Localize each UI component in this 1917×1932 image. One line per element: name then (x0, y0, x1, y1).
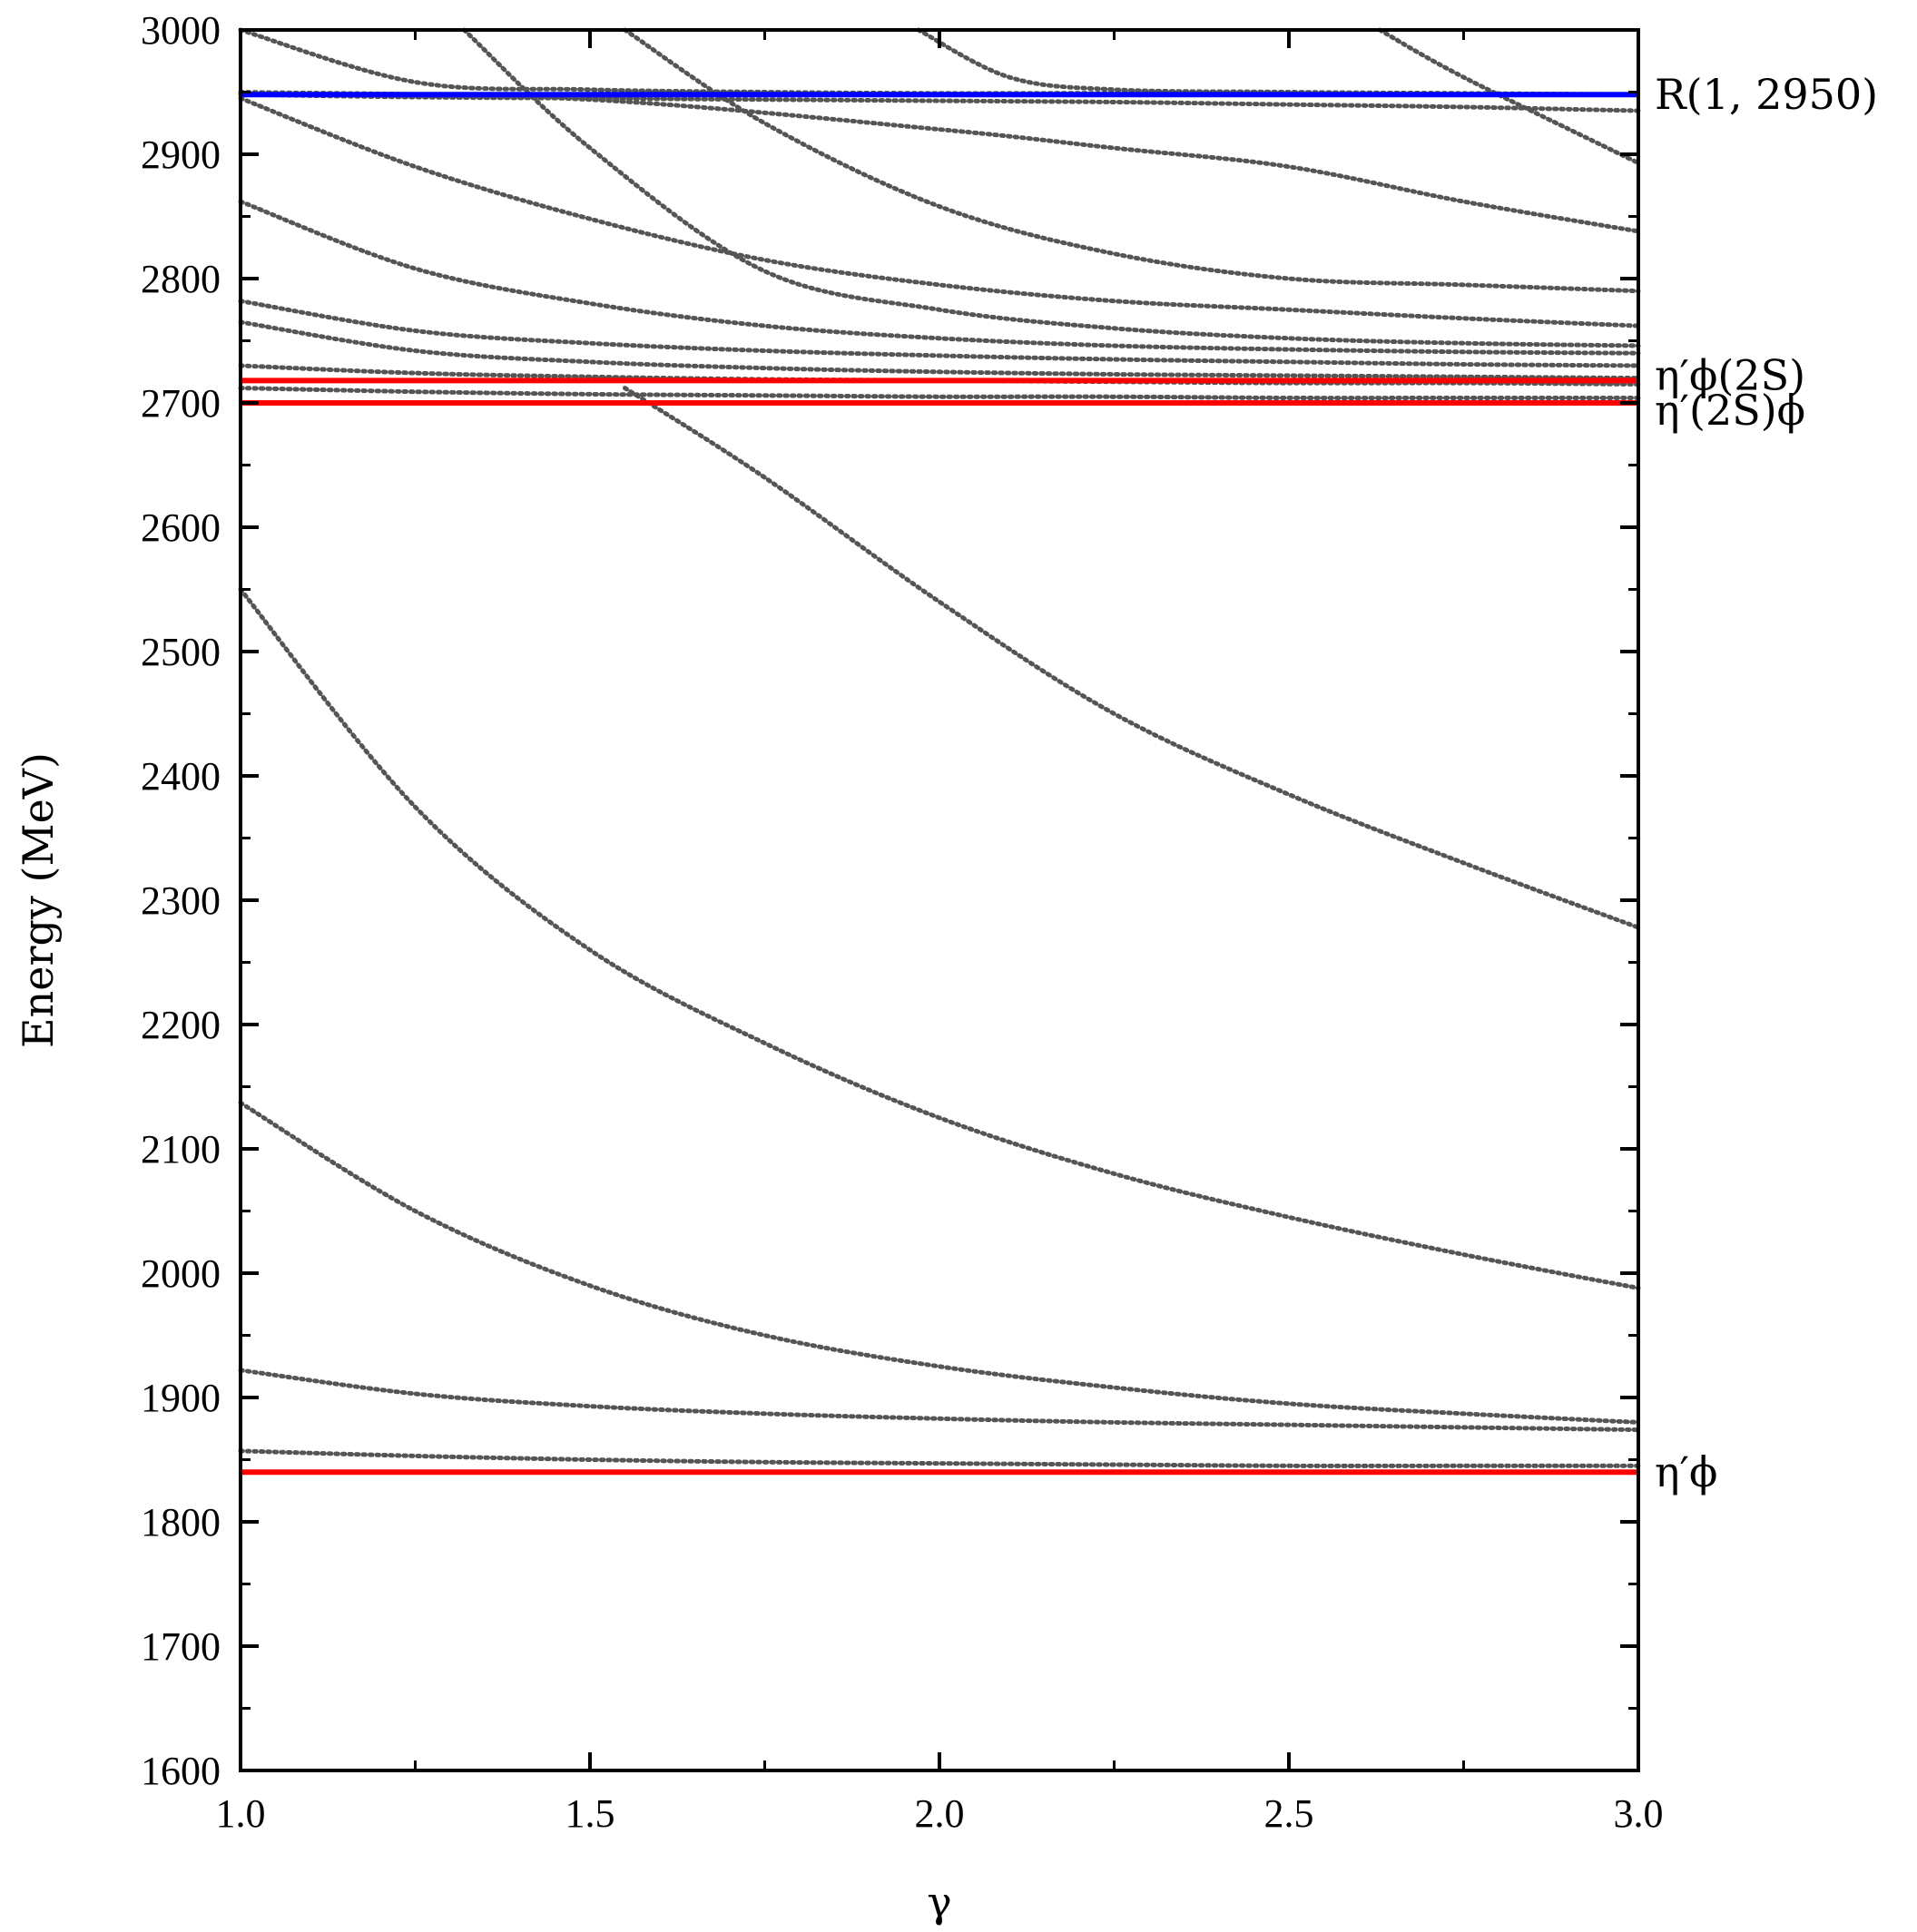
y-axis-title: Energy (MeV) (14, 752, 63, 1048)
energy-curve (238, 1100, 1641, 1425)
y-tick-label: 1600 (141, 1749, 221, 1793)
y-tick-label: 2600 (141, 505, 221, 550)
energy-curve (238, 90, 1641, 234)
reference-line-layer (241, 92, 1638, 1476)
reference-line-label: η′(2S)ϕ (1655, 386, 1805, 435)
energy-curve (1377, 27, 1641, 166)
y-tick-label: 2000 (141, 1251, 221, 1296)
x-tick-label: 2.0 (915, 1791, 965, 1836)
energy-curve (461, 27, 1641, 348)
y-tick-label: 1700 (141, 1624, 221, 1669)
energy-curve (916, 27, 1641, 97)
energy-curve (623, 27, 1641, 294)
energy-curve (238, 587, 1641, 1290)
y-tick-label: 2300 (141, 878, 221, 923)
x-tick-label: 3.0 (1614, 1791, 1664, 1836)
label-layer: 1600 1700 1800 1900 2000 2100 2200 2300 2400 2500… (141, 8, 1878, 1836)
y-tick-label: 2800 (141, 257, 221, 301)
energy-curve (238, 199, 1641, 356)
energy-curve (238, 92, 1641, 113)
y-tick-label: 2400 (141, 754, 221, 799)
y-tick-label: 3000 (141, 8, 221, 53)
energy-curve (623, 386, 1641, 930)
y-tick-label: 1900 (141, 1376, 221, 1420)
reference-line-label: η′ϕ(2S) (1655, 350, 1805, 399)
reference-line-label: R(1, 2950) (1655, 70, 1878, 119)
x-tick-label: 1.5 (565, 1791, 615, 1836)
energy-curve (238, 319, 1641, 381)
y-tick-label: 2700 (141, 381, 221, 426)
energy-curve (238, 1448, 1641, 1468)
energy-curve (238, 95, 1641, 329)
y-tick-label: 2200 (141, 1003, 221, 1047)
energy-curve (238, 1368, 1641, 1433)
plot-frame (239, 28, 1640, 1772)
x-axis-title: γ (927, 1878, 952, 1927)
y-tick-label: 2500 (141, 630, 221, 674)
energy-curve (238, 386, 1641, 401)
y-tick-label: 1800 (141, 1500, 221, 1545)
x-tick-label: 1.0 (216, 1791, 266, 1836)
reference-line-label: η′ϕ (1655, 1447, 1717, 1496)
x-tick-label: 2.5 (1264, 1791, 1314, 1836)
y-tick-label: 2900 (141, 132, 221, 177)
tick-layer (239, 28, 1640, 1772)
curve-layer (238, 27, 1641, 1468)
energy-curve (238, 299, 1641, 368)
y-tick-label: 2100 (141, 1127, 221, 1172)
